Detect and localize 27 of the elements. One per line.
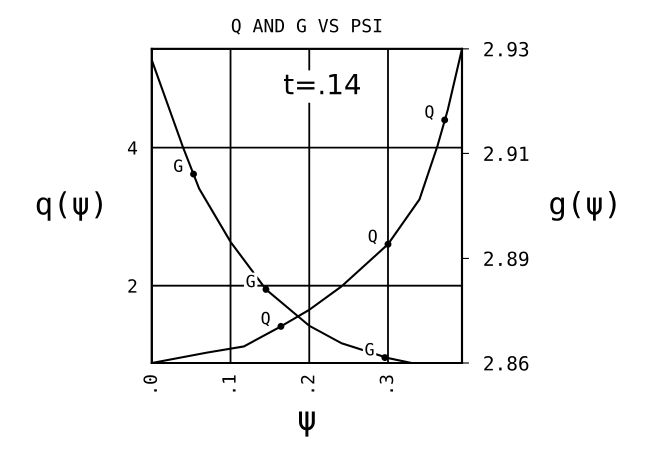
point	[441, 116, 448, 124]
y2-tick-label: 2.91	[484, 146, 528, 162]
y2-tick-label: 2.89	[484, 251, 528, 266]
y-tick-label: 2	[128, 279, 136, 293]
y-tick-label: 4	[128, 141, 138, 154]
y2-tick-label: 2.86	[484, 356, 528, 371]
y2-axis-title: g(ψ)	[550, 191, 616, 221]
text: G	[246, 274, 255, 288]
annotation: t=.14	[284, 74, 360, 94]
text: Q	[368, 230, 377, 244]
point	[384, 240, 392, 248]
x-tick-label: .2	[300, 376, 314, 392]
series-label: G	[365, 342, 374, 356]
x-tick-label: .0	[143, 375, 158, 392]
point	[190, 170, 197, 178]
chart-title: Q AND G VS PSI	[232, 18, 382, 35]
point	[277, 322, 284, 330]
x-tick-label: .1	[222, 375, 236, 392]
y2-tick-label: 2.93	[484, 42, 528, 57]
y-axis-title: q(ψ)	[36, 191, 102, 221]
x-axis-title: ψ	[298, 411, 315, 437]
series-label: Q	[425, 105, 434, 120]
point	[381, 354, 388, 362]
text: G	[174, 159, 182, 172]
x-tick-label: .3	[380, 375, 394, 392]
point	[262, 286, 270, 293]
text: Q	[262, 312, 270, 326]
